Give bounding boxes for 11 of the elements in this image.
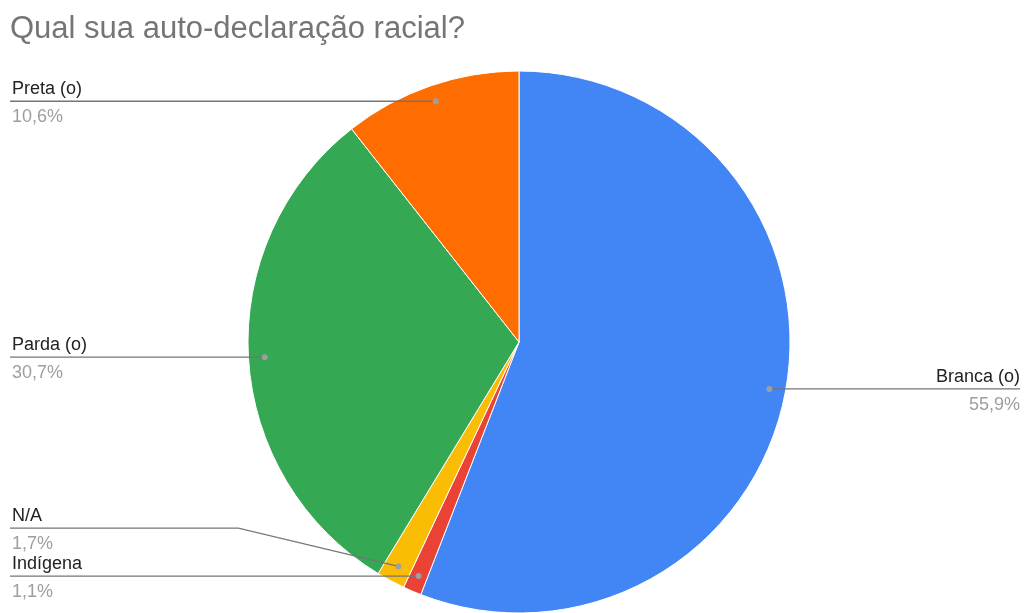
slice-label: Parda (o) [12,334,88,355]
slice-label: Preta (o) [12,78,83,99]
chart-title: Qual sua auto-declaração racial? [10,10,465,46]
slice-label: Branca (o) [935,365,1020,386]
data-label: 10,6% [12,106,64,127]
data-label: 30,7% [12,362,64,383]
slice-label: Indígena [12,553,84,574]
data-label: 55,9% [968,393,1020,414]
data-label: 1,7% [12,533,54,554]
slice-label: N/A [12,505,43,526]
data-label: 1,1% [12,581,54,602]
